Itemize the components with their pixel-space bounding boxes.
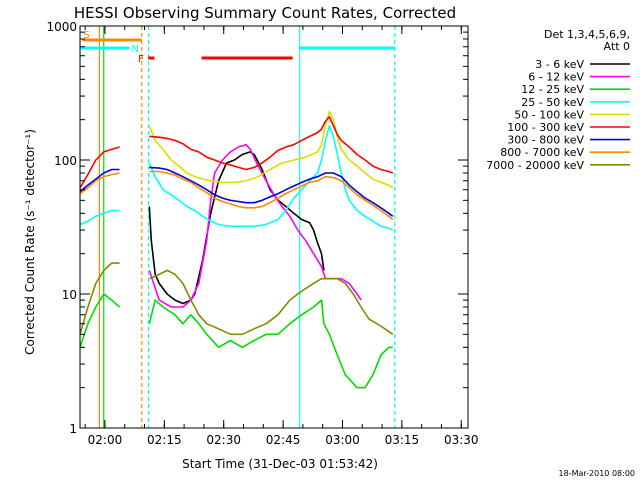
y-tick-label-1: 10: [62, 288, 77, 302]
x-tick-label-3: 02:45: [266, 433, 301, 447]
legend-entry-1: 6 - 12 keV: [528, 71, 584, 84]
y-axis-label: Corrected Count Rate (s⁻¹ detector⁻¹): [23, 129, 37, 355]
footer-date: 18-Mar-2010 08:00: [559, 469, 636, 478]
x-tick-label-0: 02:00: [88, 433, 123, 447]
legend-entry-7: 800 - 7000 keV: [500, 146, 584, 159]
legend-subtitle: Att 0: [604, 40, 630, 53]
y-tick-label-0: 1: [69, 422, 77, 436]
legend-entry-4: 50 - 100 keV: [514, 108, 584, 121]
plot-area: S NF: [80, 26, 396, 428]
y-tick-label-3: 1000: [46, 20, 77, 34]
flag-label-s: S: [83, 30, 89, 41]
series-line-5: [80, 116, 394, 189]
legend-entry-5: 100 - 300 keV: [507, 121, 584, 134]
series-line-7: [80, 170, 394, 221]
plot-content: S NF: [80, 26, 396, 428]
plot-frame: [79, 25, 469, 429]
x-tick-label-5: 03:15: [385, 433, 420, 447]
legend-entry-2: 12 - 25 keV: [521, 83, 584, 96]
legend-entry-3: 25 - 50 keV: [521, 96, 584, 109]
x-tick-label-6: 03:30: [444, 433, 479, 447]
series-line-2: [80, 293, 393, 389]
series-line-8: [80, 262, 394, 336]
axes: 02:00 02:15 02:30 02:45 03:00 03:15 03:30 1 10 10…: [46, 20, 478, 447]
y-tick-label-2: 100: [54, 154, 77, 168]
flag-label-n: N: [131, 44, 138, 55]
x-axis-label: Start Time (31-Dec-03 01:53:42): [182, 457, 378, 471]
legend-entry-6: 300 - 800 keV: [507, 134, 584, 147]
series-line-4: [148, 110, 394, 189]
legend-title: Det 1,3,4,5,6,9,: [544, 28, 630, 41]
flag-label-f: F: [138, 54, 144, 65]
x-tick-label-2: 02:30: [206, 433, 241, 447]
chart-title: HESSI Observing Summary Count Rates, Cor…: [74, 4, 456, 22]
series-line-3: [80, 125, 394, 231]
legend-entry-8: 7000 - 20000 keV: [486, 159, 584, 172]
series-line-0: [148, 151, 325, 305]
series-line-6: [80, 166, 394, 217]
x-tick-label-4: 03:00: [325, 433, 360, 447]
x-tick-label-1: 02:15: [147, 433, 182, 447]
legend-entry-0: 3 - 6 keV: [535, 58, 584, 71]
